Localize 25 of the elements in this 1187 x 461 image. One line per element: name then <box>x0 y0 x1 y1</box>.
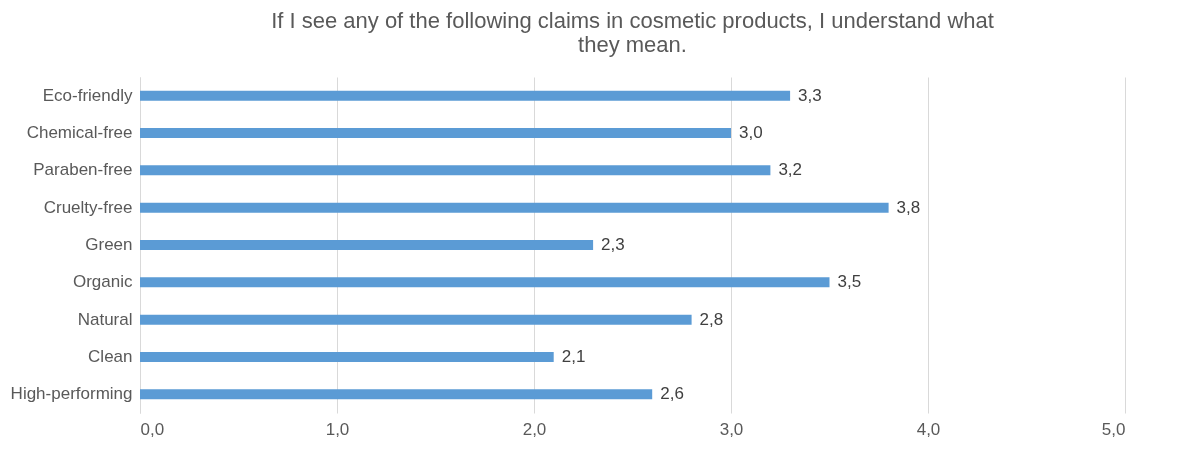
x-tick-label: 3,0 <box>719 419 744 439</box>
data-label: 3,5 <box>837 272 862 292</box>
y-tick-label: Natural <box>77 309 133 329</box>
y-tick-label: Eco-friendly <box>42 85 133 105</box>
x-tick-label: 5,0 <box>1101 419 1126 439</box>
data-label: 3,8 <box>896 197 921 217</box>
x-tick-label: 4,0 <box>916 419 941 439</box>
y-tick-label: Organic <box>72 272 133 292</box>
y-tick-label: Green <box>85 235 133 254</box>
y-tick-label: Paraben-free <box>33 160 133 180</box>
y-tick-label: Cruelty-free <box>43 197 133 217</box>
data-label: 3,0 <box>739 123 763 142</box>
y-tick-label: Clean <box>88 347 133 366</box>
data-label: 2,3 <box>601 235 625 254</box>
x-tick-label: 1,0 <box>325 419 350 439</box>
data-label: 2,8 <box>699 309 724 329</box>
data-label: 2,6 <box>660 384 684 404</box>
chart-title: If I see any of the following claims in cosmetic products, I understand what they mean. <box>271 8 994 57</box>
y-tick-label: Chemical-free <box>26 123 133 142</box>
data-label: 2,1 <box>561 347 586 366</box>
x-tick-label: 2,0 <box>522 419 547 439</box>
y-tick-label: High-performing <box>10 384 133 404</box>
x-tick-label: 0,0 <box>140 419 165 439</box>
data-label: 3,2 <box>778 160 803 180</box>
data-label: 3,3 <box>798 85 822 105</box>
